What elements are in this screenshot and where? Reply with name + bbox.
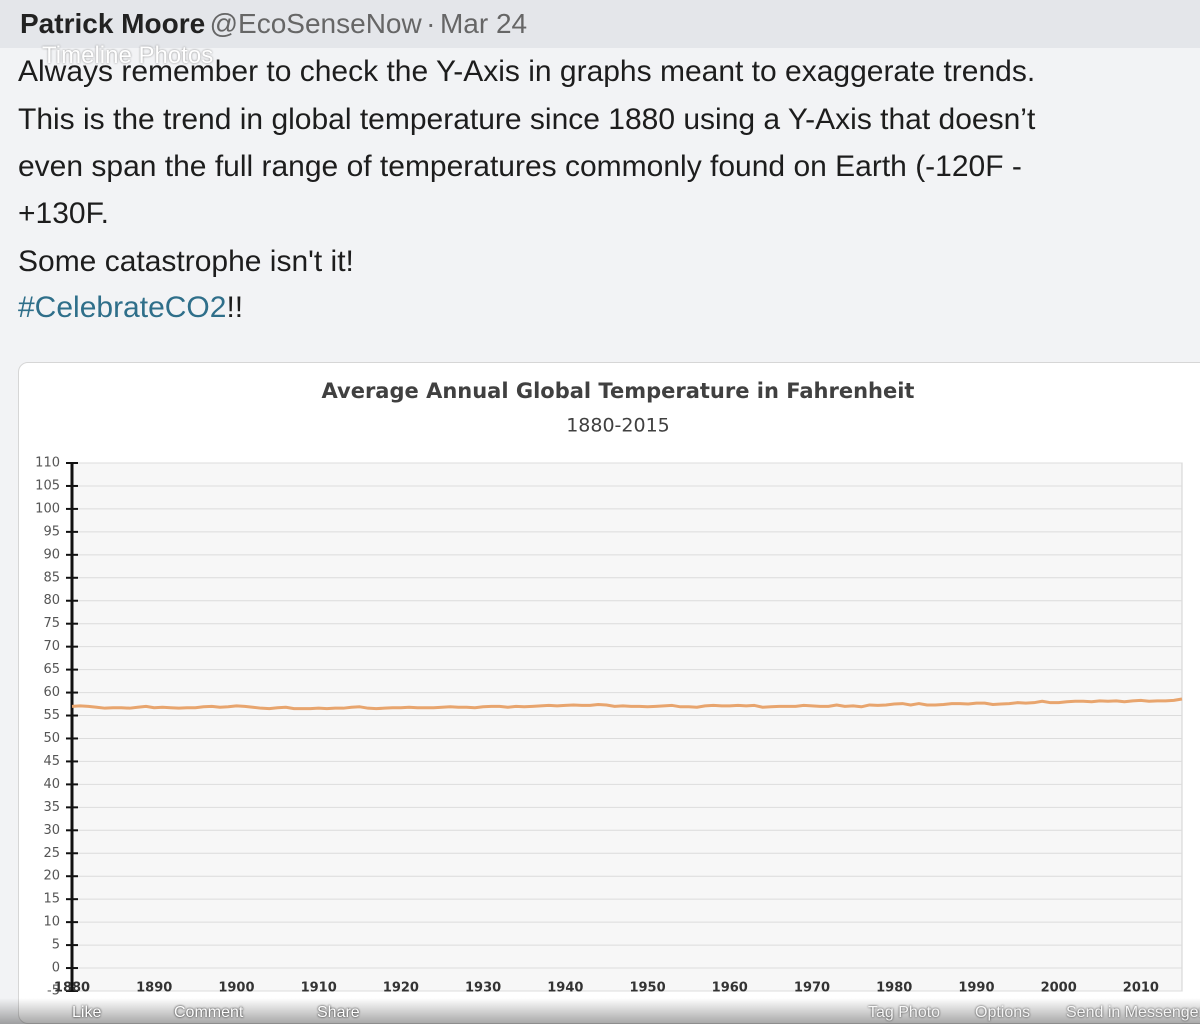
options-button[interactable]: Options [975, 1004, 1031, 1021]
x-tick-label: 2000 [1041, 981, 1077, 996]
like-button[interactable]: Like [72, 1004, 102, 1021]
data-line [71, 697, 1183, 711]
y-tick-label: 110 [35, 456, 60, 471]
hashtag-suffix: !! [226, 291, 244, 324]
post-line: Some catastrophe isn't it! [18, 245, 354, 278]
chart-subtitle: 1880-2015 [566, 415, 670, 437]
y-tick-label: 55 [43, 708, 60, 723]
x-tick-label: 1920 [383, 981, 419, 996]
album-overlay[interactable]: Timeline Photos [42, 42, 214, 69]
x-tick-label: 1970 [794, 981, 830, 996]
y-tick-label: 0 [52, 961, 60, 976]
y-tick-label: 10 [43, 915, 60, 930]
y-tick-label: 40 [43, 777, 60, 792]
y-tick-label: 15 [43, 892, 60, 907]
x-tick-label: 2010 [1123, 981, 1159, 996]
tag-photo-button[interactable]: Tag Photo [868, 1004, 941, 1021]
plot-area [71, 462, 1183, 992]
y-tick-label: 35 [43, 800, 60, 815]
post-date[interactable]: Mar 24 [439, 8, 528, 39]
post-line: This is the trend in global temperature … [18, 103, 1036, 136]
chart-title: Average Annual Global Temperature in Fah… [322, 379, 915, 403]
x-tick-label: 1890 [136, 981, 172, 996]
post-line: Always remember to check the Y-Axis in g… [18, 55, 1036, 88]
x-tick-label: 1960 [712, 981, 748, 996]
y-tick-label: -5 [47, 984, 60, 999]
x-tick-label: 1910 [301, 981, 337, 996]
post-line: even span the full range of temperatures… [18, 150, 1022, 183]
post-author: Patrick Moore @EcoSenseNow · Mar 24 [20, 8, 527, 40]
separator: · [426, 8, 436, 39]
y-tick-label: 30 [43, 823, 60, 838]
y-tick-label: 105 [35, 478, 60, 493]
x-tick-label: 1940 [547, 981, 583, 996]
y-tick-label: 75 [43, 616, 60, 631]
x-tick-label: 1950 [629, 981, 665, 996]
y-tick-label: 20 [43, 869, 60, 884]
messenger-button[interactable]: Send in Messenger [1066, 1004, 1200, 1021]
y-tick-label: 25 [43, 846, 60, 861]
y-tick-label: 50 [43, 731, 60, 746]
share-button[interactable]: Share [317, 1004, 360, 1021]
header-bar [0, 0, 1200, 48]
post-line: +130F. [18, 197, 109, 230]
y-tick-label: 70 [43, 639, 60, 654]
hashtag[interactable]: #CelebrateCO2 [18, 291, 227, 324]
x-tick-label: 1900 [218, 981, 254, 996]
y-tick-label: 65 [43, 662, 60, 677]
hashtag-line: #CelebrateCO2!! [18, 291, 243, 325]
x-tick-label: 1880 [54, 981, 90, 996]
x-tick-label: 1930 [465, 981, 501, 996]
x-tick-label: 1980 [876, 981, 912, 996]
author-name[interactable]: Patrick Moore [20, 8, 206, 39]
author-handle[interactable]: @EcoSenseNow [209, 8, 422, 39]
y-tick-label: 95 [43, 524, 60, 539]
y-tick-label: 90 [43, 547, 60, 562]
y-tick-label: 80 [43, 593, 60, 608]
y-tick-label: 60 [43, 685, 60, 700]
y-tick-label: 85 [43, 570, 60, 585]
y-tick-label: 5 [52, 938, 60, 953]
comment-button[interactable]: Comment [174, 1004, 244, 1021]
y-tick-label: 45 [43, 754, 60, 769]
action-bar [0, 998, 1200, 1024]
y-tick-label: 100 [35, 501, 60, 516]
x-tick-label: 1990 [958, 981, 994, 996]
